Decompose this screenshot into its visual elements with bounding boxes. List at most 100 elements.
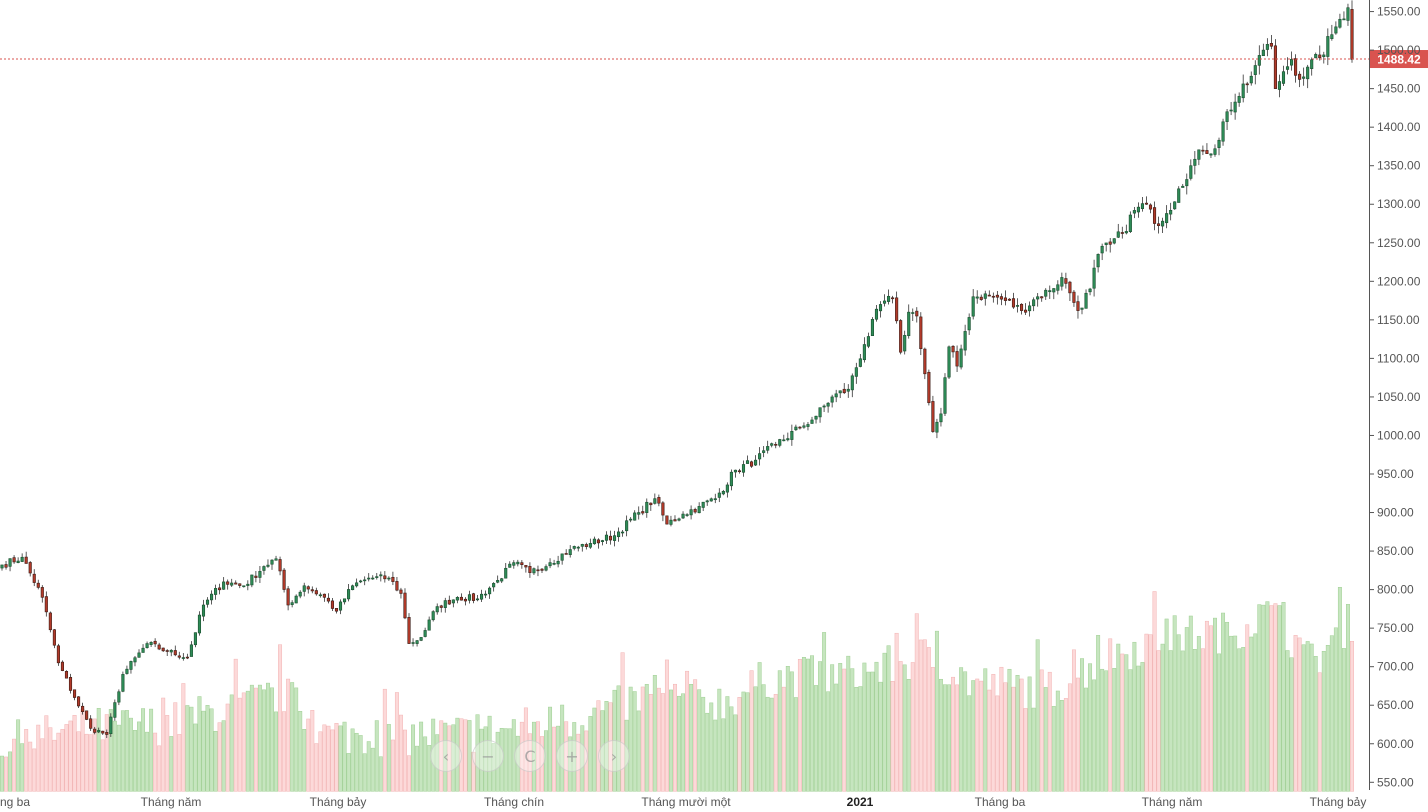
candlestick — [371, 575, 375, 580]
volume-bar — [298, 711, 303, 792]
volume-bar — [862, 662, 867, 792]
volume-bar — [48, 727, 53, 792]
candlestick — [713, 493, 717, 504]
candlestick — [669, 515, 673, 527]
volume-bar — [354, 732, 359, 792]
chevron-left-icon[interactable]: ‹ — [430, 740, 462, 772]
candlestick — [1140, 197, 1144, 212]
volume-bar — [1208, 625, 1213, 792]
volume-bar — [878, 681, 883, 792]
candlestick — [870, 317, 875, 337]
volume-bar — [1245, 624, 1250, 792]
volume-bar — [951, 676, 956, 792]
candlestick — [762, 446, 766, 458]
candlestick — [1084, 289, 1088, 309]
candlestick — [85, 710, 89, 721]
candlestick — [786, 432, 790, 442]
volume-bar — [1035, 639, 1040, 792]
candlestick — [342, 598, 347, 605]
price-tick-label: 1350.00 — [1377, 159, 1421, 173]
candlestick — [355, 578, 359, 588]
volume-bar — [814, 685, 818, 792]
volume-bar — [838, 663, 843, 792]
candlestick — [754, 455, 758, 466]
candlestick — [298, 590, 302, 599]
volume-bar — [1301, 644, 1306, 792]
volume-bar — [745, 692, 750, 792]
candlestick — [717, 488, 721, 503]
zoom-in-icon[interactable]: + — [556, 740, 588, 772]
candlestick — [173, 645, 177, 657]
volume-bar — [1080, 658, 1084, 792]
candlestick — [693, 507, 697, 514]
candlestick — [576, 545, 580, 552]
volume-bar — [1023, 708, 1028, 792]
candlestick — [451, 599, 455, 608]
volume-bar — [765, 696, 770, 792]
candlestick — [488, 586, 492, 599]
volume-bar — [681, 693, 686, 792]
candlestick — [1092, 259, 1096, 297]
volume-bar — [761, 684, 766, 792]
candlestick — [673, 515, 677, 522]
candlestick — [758, 447, 762, 466]
volume-bar — [648, 694, 653, 792]
candlestick — [484, 590, 488, 599]
candlestick — [612, 530, 617, 547]
volume-bar — [1164, 618, 1169, 792]
price-tick-label: 1000.00 — [1377, 428, 1421, 442]
volume-bar — [1108, 638, 1113, 792]
candlestick — [193, 632, 197, 648]
candlestick — [68, 673, 73, 694]
candlestick — [1213, 144, 1217, 157]
volume-bar — [1213, 617, 1217, 792]
candlesticks — [0, 0, 1354, 738]
volume-bar — [943, 684, 947, 792]
volume-bar — [668, 689, 673, 792]
volume-bar — [995, 695, 1000, 792]
volume-bar — [419, 721, 424, 792]
volume-bar — [286, 678, 291, 792]
candlestick — [270, 559, 274, 570]
volume-bar — [882, 652, 887, 792]
volume-bar — [999, 666, 1004, 792]
volume-bar — [24, 729, 29, 792]
volume-bar — [926, 647, 931, 792]
candlestick — [347, 584, 351, 602]
candlestick — [927, 369, 931, 406]
last-price-line: 1488.42 — [0, 50, 1428, 69]
volume-bar — [1305, 641, 1310, 792]
candlestick — [274, 555, 278, 561]
volume-bar — [1329, 635, 1334, 792]
price-tick-label: 1100.00 — [1377, 351, 1420, 365]
candlestick — [24, 551, 28, 564]
volume-bar — [467, 720, 472, 792]
candlestick — [790, 424, 794, 446]
candlestick — [637, 506, 641, 520]
candlestick — [1120, 226, 1124, 239]
volume-bar — [632, 691, 637, 792]
candlestick — [1237, 92, 1241, 107]
volume-bar — [1281, 602, 1286, 792]
candlestick — [552, 559, 556, 566]
volume-bar — [1196, 636, 1201, 792]
candlestick — [1124, 224, 1128, 235]
reset-icon[interactable]: C — [514, 740, 546, 772]
candlestick — [1080, 307, 1084, 315]
volume-bar — [781, 686, 786, 792]
chevron-right-icon[interactable]: › — [598, 740, 630, 772]
candlestick — [866, 332, 870, 349]
volume-bar — [922, 639, 927, 792]
candlestick — [77, 696, 81, 709]
volume-bar — [1043, 687, 1048, 792]
zoom-out-icon[interactable]: − — [472, 740, 504, 772]
candlestick — [641, 505, 645, 516]
volume-bar — [1019, 678, 1024, 792]
volume-bar — [80, 708, 85, 792]
candlestick — [479, 589, 484, 603]
volume-bar — [1350, 641, 1354, 792]
candlestick — [475, 594, 480, 602]
candlestick — [375, 572, 379, 580]
volume-bar — [548, 706, 553, 792]
